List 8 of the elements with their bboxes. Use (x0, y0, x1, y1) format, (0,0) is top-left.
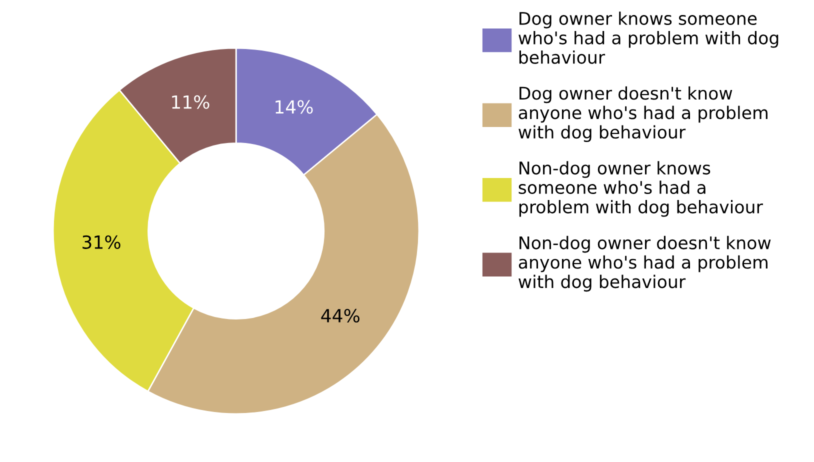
data-label: 11% (172, 95, 210, 109)
legend-label: Non-dog owner knows someone who's had a problem with dog behaviour (518, 161, 763, 217)
legend-label: Dog owner doesn't know anyone who's had a problem with dog behaviour (518, 86, 768, 142)
legend-label: Dog owner knows someone who's had a problem with dog behaviour (518, 12, 778, 64)
data-label: 31% (82, 235, 120, 249)
legend-label: Non-dog owner doesn't know anyone who's had a problem with dog behaviour (518, 236, 771, 292)
data-label: 44% (321, 308, 360, 323)
data-label: 14% (276, 100, 313, 114)
